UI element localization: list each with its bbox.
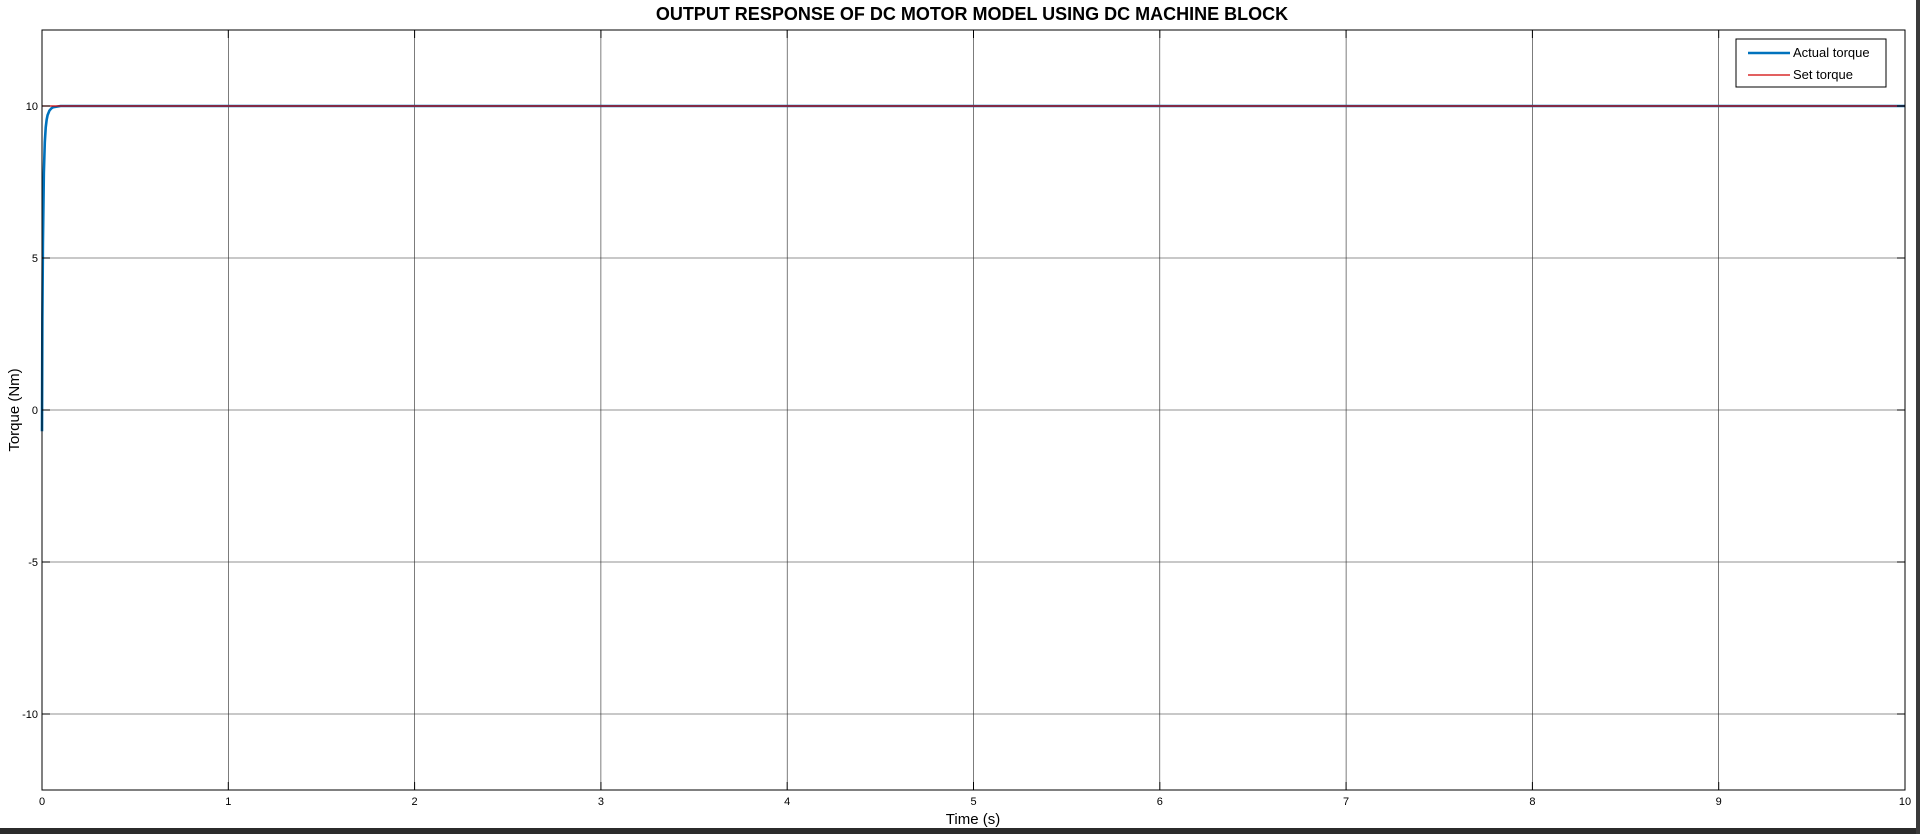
- x-axis-label: Time (s): [946, 811, 1000, 828]
- x-tick-label: 1: [225, 796, 231, 808]
- x-tick-label: 9: [1716, 796, 1722, 808]
- grid: [41, 30, 1906, 790]
- x-tick-label: 2: [412, 796, 418, 808]
- legend-box: [1735, 38, 1887, 88]
- y-tick-label: -5: [28, 557, 38, 569]
- x-tick-label: 4: [784, 796, 790, 808]
- x-tick-label: 7: [1343, 796, 1349, 808]
- x-tick-label: 0: [39, 796, 45, 808]
- window-bottom-edge: [0, 828, 1920, 834]
- x-tick-label: 10: [1899, 796, 1911, 808]
- chart-title: OUTPUT RESPONSE OF DC MOTOR MODEL USING …: [656, 4, 1288, 24]
- ticks: 0 1 2 3 4 5 6 7 8 9 10 -10 -5 0 5 10: [22, 30, 1911, 808]
- x-tick-label: 8: [1529, 796, 1535, 808]
- legend: Actual torque Set torque: [1735, 38, 1887, 88]
- legend-label: Set torque: [1793, 67, 1853, 82]
- y-tick-label: 0: [32, 405, 38, 417]
- window-right-edge: [1916, 0, 1920, 834]
- x-tick-label: 3: [598, 796, 604, 808]
- y-tick-label: 10: [26, 101, 38, 113]
- y-tick-label: -10: [22, 709, 38, 721]
- x-tick-label: 5: [970, 796, 976, 808]
- y-axis-label: Torque (Nm): [6, 368, 23, 451]
- y-tick-label: 5: [32, 253, 38, 265]
- x-tick-label: 6: [1157, 796, 1163, 808]
- legend-label: Actual torque: [1793, 45, 1870, 60]
